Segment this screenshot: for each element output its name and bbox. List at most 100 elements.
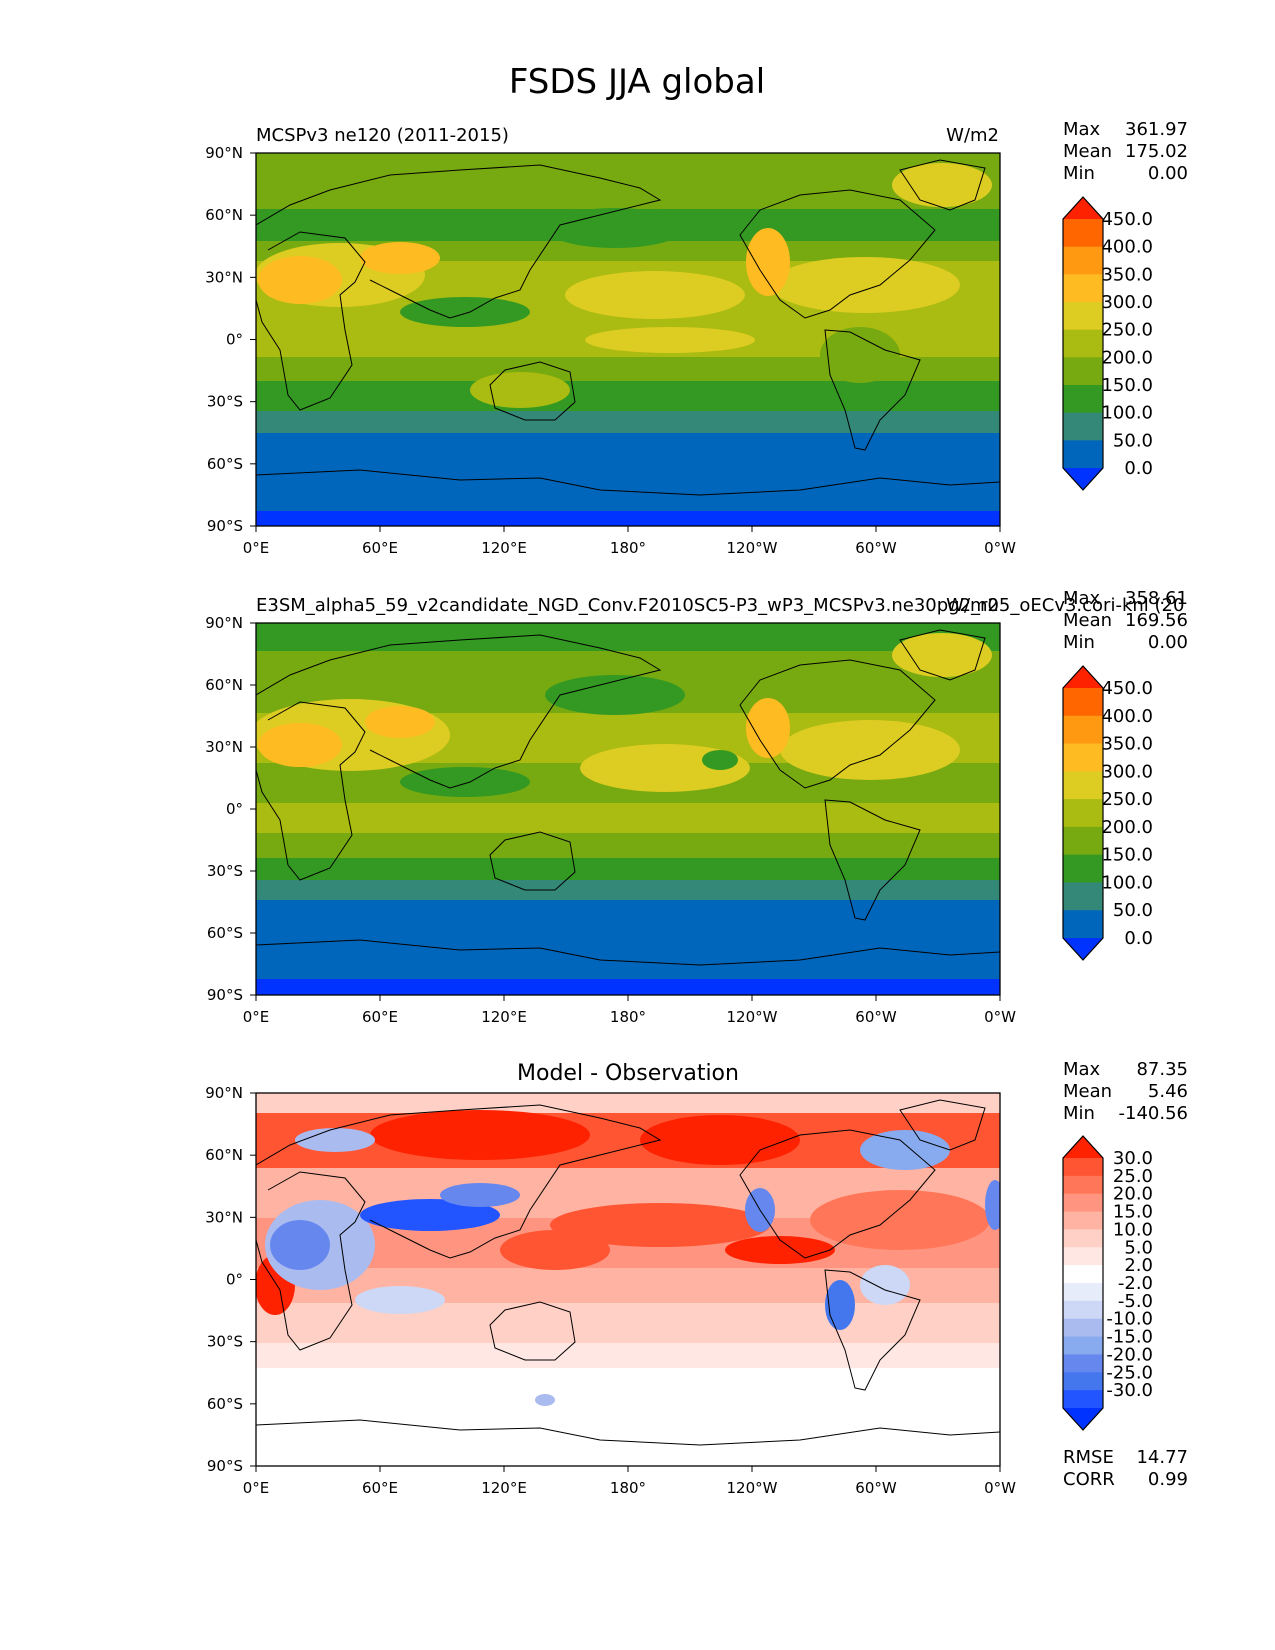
stat-value-mean: 5.46 — [1148, 1081, 1188, 1102]
colorbar-segment — [1063, 826, 1103, 856]
colorbar-segment — [1063, 1354, 1103, 1373]
colorbar-extend-max — [1063, 197, 1103, 219]
metric-value-rmse: 14.77 — [1136, 1447, 1188, 1468]
colorbar-label: 0.0 — [1124, 928, 1153, 949]
colorbar-label: 350.0 — [1101, 264, 1153, 285]
colorbar-segment — [1063, 1193, 1103, 1213]
x-tick-label: 120°W — [727, 539, 778, 557]
stat-value-max: 87.35 — [1136, 1059, 1188, 1080]
colorbar-segment — [1063, 688, 1103, 717]
colorbar-extend-min — [1063, 1408, 1103, 1430]
colorbar-label: 100.0 — [1101, 403, 1153, 424]
y-tick-label: 0° — [226, 800, 243, 818]
colorbar-label: 300.0 — [1101, 292, 1153, 313]
y-tick-label: 60°S — [207, 924, 243, 942]
panel-1-title-left: MCSPv3 ne120 (2011-2015) — [256, 125, 509, 146]
stat-label-mean: Mean — [1063, 1081, 1112, 1102]
colorbar-segment — [1063, 882, 1103, 911]
x-tick-label: 60°W — [855, 1008, 897, 1026]
colorbar-segment — [1063, 743, 1103, 772]
coastlines-2 — [256, 629, 1000, 966]
colorbar-segment — [1063, 1390, 1103, 1409]
x-tick-label: 0°E — [243, 1479, 270, 1497]
stat-value-max: 361.97 — [1125, 119, 1188, 140]
panel-1-title-right: W/m2 — [946, 125, 999, 146]
coastlines-3 — [256, 1099, 1000, 1446]
y-tick-label: 30°S — [207, 862, 243, 880]
colorbar-segment — [1063, 412, 1103, 441]
stats-1: Max 361.97 Mean 175.02 Min 0.00 — [1063, 119, 1188, 184]
y-tick-label: 90°S — [207, 1457, 243, 1475]
stat-label-max: Max — [1063, 119, 1101, 140]
x-tick-label: 180° — [610, 539, 646, 557]
colorbar-segment — [1063, 329, 1103, 358]
colorbar-segment — [1063, 1229, 1103, 1248]
stat-label-mean: Mean — [1063, 141, 1112, 162]
page-title: FSDS JJA global — [509, 62, 765, 102]
colorbar-outline — [1062, 665, 1104, 961]
y-tick-label: 30°S — [207, 393, 243, 411]
panel-2-title-right: W/m2 — [946, 595, 999, 616]
x-tick-label: 0°E — [243, 539, 270, 557]
colorbar-label: 450.0 — [1101, 209, 1153, 230]
stats-2: Max 358.61 Mean 169.56 Min 0.00 — [1063, 588, 1188, 653]
colorbar-label: 5.0 — [1124, 1237, 1153, 1258]
colorbar-segment — [1063, 1175, 1103, 1195]
stat-value-max: 358.61 — [1125, 588, 1188, 609]
colorbar-segment — [1063, 1265, 1103, 1284]
colorbar-segment — [1063, 1372, 1103, 1391]
colorbar-label: 150.0 — [1101, 845, 1153, 866]
colorbar-label: 400.0 — [1101, 706, 1153, 727]
panel-reference: E3SM_alpha5_59_v2candidate_NGD_Conv.F201… — [205, 588, 1188, 1026]
colorbar-segment — [1063, 246, 1103, 275]
x-tick-label: 0°W — [984, 1008, 1016, 1026]
colorbar-segment — [1063, 1300, 1103, 1320]
colorbar-segment — [1063, 1283, 1103, 1302]
x-tick-label: 0°E — [243, 1008, 270, 1026]
y-tick-label: 90°N — [205, 144, 243, 162]
panel-difference: Model - Observation — [205, 1059, 1188, 1497]
axes-ticks-2: 0°E 60°E 120°E 180° 120°W 60°W 0°W 90°N 60°N 30°N… — [205, 614, 1016, 1026]
y-tick-label: 30°S — [207, 1333, 243, 1351]
colorbar-label: 25.0 — [1113, 1166, 1153, 1187]
colorbar-label: 20.0 — [1113, 1184, 1153, 1205]
panel-model: MCSPv3 ne120 (2011-2015) W/m2 — [205, 119, 1188, 557]
colorbar-label: 450.0 — [1101, 678, 1153, 699]
stat-label-min: Min — [1063, 163, 1095, 184]
x-tick-label: 60°W — [855, 539, 897, 557]
metric-label-corr: CORR — [1063, 1469, 1115, 1490]
stat-label-min: Min — [1063, 632, 1095, 653]
axes-ticks-3: 0°E 60°E 120°E 180° 120°W 60°W 0°W 90°N 60°N 30°N… — [205, 1084, 1016, 1497]
colorbar-segment — [1063, 440, 1103, 469]
colorbar-segment — [1063, 1318, 1103, 1338]
colorbar-label: -2.0 — [1118, 1273, 1153, 1294]
colorbar-extend-max — [1063, 1136, 1103, 1158]
colorbar-3: 30.025.020.015.010.05.02.0-2.0-5.0-10.0-… — [1062, 1135, 1153, 1431]
colorbar-segment — [1063, 274, 1103, 303]
colorbar-segment — [1063, 910, 1103, 939]
stat-label-max: Max — [1063, 588, 1101, 609]
x-tick-label: 0°W — [984, 539, 1016, 557]
y-tick-label: 90°N — [205, 614, 243, 632]
x-tick-label: 120°W — [727, 1479, 778, 1497]
colorbar-label: -10.0 — [1106, 1309, 1153, 1330]
y-tick-label: 0° — [226, 331, 243, 349]
colorbar-1: 450.0 400.0 350.0 300.0 250.0 200.0 150.0 100.0… — [1062, 196, 1153, 491]
colorbar-label: -15.0 — [1106, 1327, 1153, 1348]
stat-value-min: 0.00 — [1148, 632, 1188, 653]
colorbar-segment — [1063, 1247, 1103, 1266]
colorbar-segment — [1063, 1158, 1103, 1177]
x-tick-label: 60°W — [855, 1479, 897, 1497]
colorbar-segment — [1063, 771, 1103, 800]
y-tick-label: 30°N — [205, 268, 243, 286]
stat-value-mean: 169.56 — [1125, 610, 1188, 631]
colorbar-label: 30.0 — [1113, 1148, 1153, 1169]
map-field-3 — [256, 1093, 1000, 1466]
metric-value-corr: 0.99 — [1148, 1469, 1188, 1490]
x-tick-label: 60°E — [362, 539, 398, 557]
y-tick-label: 60°N — [205, 206, 243, 224]
y-tick-label: 90°S — [207, 986, 243, 1004]
stats-3: Max 87.35 Mean 5.46 Min -140.56 — [1063, 1059, 1188, 1124]
colorbar-label: 150.0 — [1101, 375, 1153, 396]
y-tick-label: 90°N — [205, 1084, 243, 1102]
